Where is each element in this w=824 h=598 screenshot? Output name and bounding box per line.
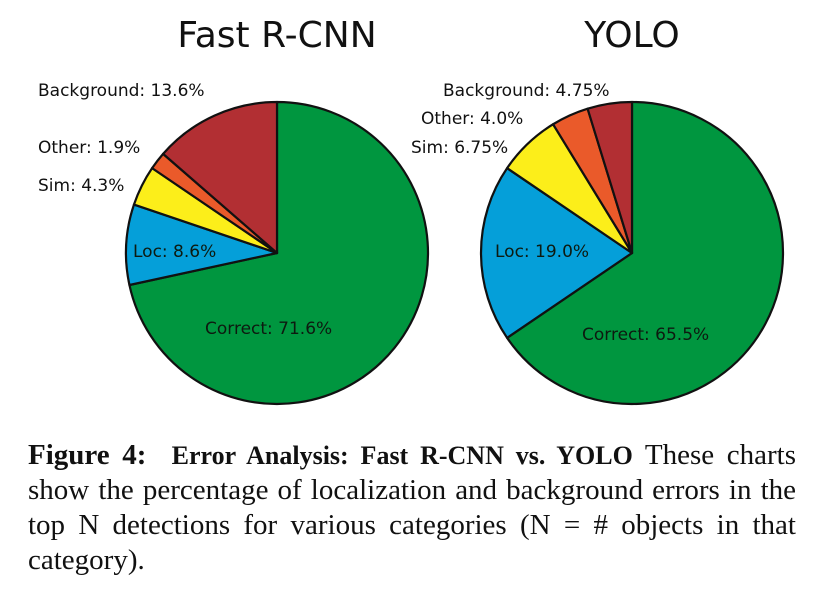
label-sim: Sim: 6.75% [411, 138, 508, 158]
chart-title-yolo: YOLO [583, 15, 679, 56]
label-correct: Correct: 65.5% [582, 325, 709, 345]
label-loc: Loc: 8.6% [133, 242, 216, 262]
label-background: Background: 13.6% [38, 81, 205, 101]
pie-slice-loc [479, 167, 634, 339]
label-other: Other: 4.0% [421, 109, 523, 129]
pie-slice-correct [506, 100, 785, 406]
pie-fast-rcnn [124, 100, 430, 406]
label-background: Background: 4.75% [443, 81, 610, 101]
pie-yolo [479, 100, 785, 406]
pie-slice-correct [128, 100, 430, 406]
figure-caption: Figure 4: Error Analysis: Fast R-CNN vs.… [28, 438, 796, 578]
label-other: Other: 1.9% [38, 138, 140, 158]
caption-body: These charts show the percentage of loca… [28, 439, 797, 576]
chart-title-fast-rcnn: Fast R-CNN [177, 15, 376, 56]
figure-label: Figure 4: [28, 439, 147, 471]
label-sim: Sim: 4.3% [38, 176, 124, 196]
caption-title: Error Analysis: Fast R-CNN vs. YOLO [171, 441, 633, 470]
label-loc: Loc: 19.0% [495, 242, 589, 262]
pie-slice-background [586, 100, 634, 255]
pie-slice-background [162, 100, 279, 255]
figure: Fast R-CNN Background: 13.6% Other: 1.9%… [38, 15, 785, 406]
label-correct: Correct: 71.6% [205, 319, 332, 339]
